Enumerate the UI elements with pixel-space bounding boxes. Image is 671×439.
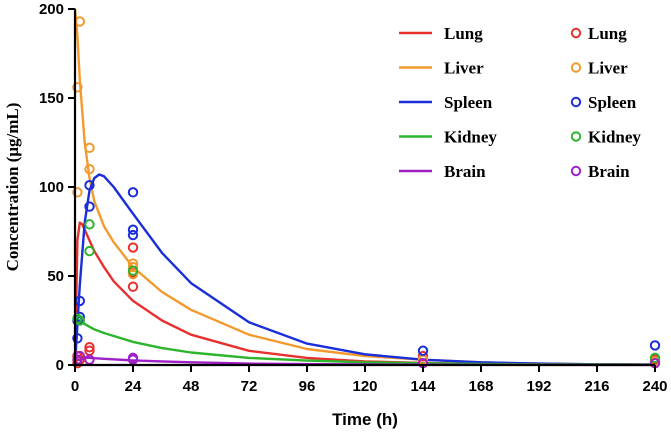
x-tick-label: 216 (584, 378, 609, 395)
data-point-spleen (84, 201, 95, 212)
data-point-kidney (84, 219, 95, 230)
legend-marker-brain (570, 165, 582, 177)
y-axis-title: Concentration (μg/mL) (3, 103, 22, 272)
x-tick-label: 24 (125, 378, 142, 395)
data-point-spleen (127, 187, 139, 198)
data-point-liver (127, 261, 139, 273)
data-point-lung (417, 350, 429, 362)
legend-label-line-brain: Brain (444, 162, 486, 181)
x-tick-label: 48 (183, 378, 200, 395)
data-point-liver (84, 142, 95, 154)
legend-marker-kidney (570, 131, 582, 142)
legend: Lung Lung Liver Liver Spleen Spleen Kidney Kidn… (399, 24, 641, 181)
y-tick-label: 150 (39, 90, 64, 107)
x-tick-label: 144 (410, 378, 436, 395)
data-point-liver (127, 258, 139, 269)
data-point-spleen (649, 340, 661, 351)
fit-line-kidney (73, 317, 657, 366)
data-point-spleen (84, 180, 95, 191)
legend-marker-liver (570, 62, 582, 73)
fit-line-lung (73, 221, 657, 367)
data-point-liver (72, 82, 83, 93)
legend-label-line-liver: Liver (444, 59, 484, 78)
data-point-kidney (127, 265, 139, 276)
fit-line-liver (73, 7, 657, 366)
data-point-brain (127, 352, 139, 364)
data-point-brain (84, 354, 95, 365)
x-tick-label: 120 (352, 378, 377, 395)
data-point-spleen (72, 333, 83, 344)
observed-points (72, 16, 661, 369)
data-point-spleen (127, 229, 139, 241)
x-axis-ticks: 0 24 48 72 96 120 144 168 192 216 240 (71, 365, 668, 395)
data-point-lung (84, 342, 95, 353)
legend-label-marker-liver: Liver (588, 59, 628, 78)
x-axis-title: Time (h) (332, 410, 398, 429)
data-point-lung (127, 281, 139, 292)
data-point-spleen (417, 345, 429, 356)
legend-label-marker-spleen: Spleen (588, 93, 637, 112)
fit-line-spleen (73, 173, 657, 367)
legend-label-line-spleen: Spleen (444, 93, 493, 112)
data-point-liver (72, 187, 83, 198)
data-point-kidney (649, 352, 661, 364)
y-tick-label: 0 (56, 357, 64, 374)
legend-label-marker-brain: Brain (588, 162, 630, 181)
fitted-curves (73, 7, 657, 367)
legend-label-line-lung: Lung (444, 24, 483, 43)
legend-label-marker-lung: Lung (588, 24, 627, 43)
data-point-liver (127, 269, 139, 280)
data-point-kidney (84, 245, 95, 257)
x-tick-label: 168 (468, 378, 493, 395)
x-tick-label: 0 (71, 378, 79, 395)
x-tick-label: 192 (526, 378, 551, 395)
legend-label-line-kidney: Kidney (444, 128, 497, 147)
y-axis-ticks: 0 50 100 150 200 (39, 1, 75, 374)
y-tick-label: 50 (47, 268, 64, 285)
x-tick-label: 240 (642, 378, 667, 395)
legend-marker-spleen (570, 96, 582, 108)
y-tick-label: 200 (39, 1, 64, 18)
legend-marker-lung (570, 27, 582, 39)
legend-label-marker-kidney: Kidney (588, 128, 641, 147)
x-tick-label: 96 (299, 378, 316, 395)
y-tick-label: 100 (39, 179, 64, 196)
data-point-liver (84, 164, 95, 175)
x-tick-label: 72 (241, 378, 258, 395)
data-point-spleen (127, 224, 139, 235)
data-point-lung (127, 242, 139, 253)
